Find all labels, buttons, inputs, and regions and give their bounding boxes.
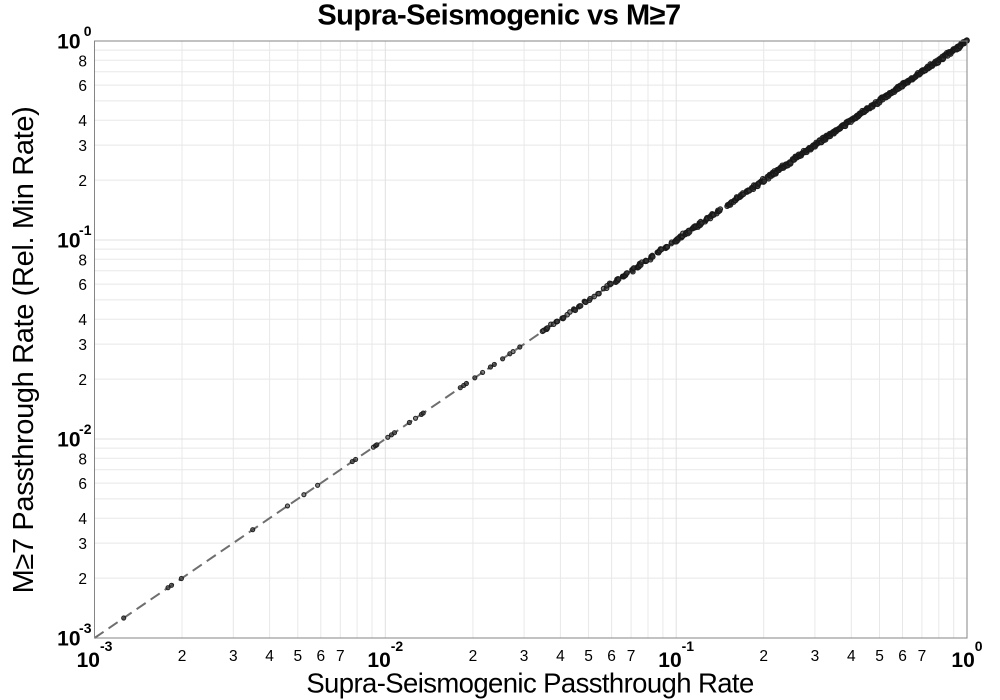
svg-text:3: 3 bbox=[78, 536, 87, 553]
svg-text:3: 3 bbox=[520, 648, 529, 665]
svg-text:4: 4 bbox=[265, 648, 274, 665]
svg-text:4: 4 bbox=[78, 312, 87, 329]
svg-text:2: 2 bbox=[78, 372, 87, 389]
svg-text:6: 6 bbox=[898, 648, 907, 665]
svg-text:5: 5 bbox=[293, 648, 302, 665]
svg-text:6: 6 bbox=[78, 476, 87, 493]
svg-text:6: 6 bbox=[607, 648, 616, 665]
svg-text:5: 5 bbox=[875, 648, 884, 665]
svg-text:Supra-Seismogenic Passthrough: Supra-Seismogenic Passthrough Rate bbox=[306, 668, 754, 699]
svg-text:7: 7 bbox=[627, 648, 636, 665]
svg-text:2: 2 bbox=[78, 571, 87, 588]
svg-text:4: 4 bbox=[847, 648, 856, 665]
svg-text:3: 3 bbox=[229, 648, 238, 665]
svg-text:M≥7 Passthrough Rate (Rel. Min: M≥7 Passthrough Rate (Rel. Min Rate) bbox=[8, 107, 40, 594]
svg-text:3: 3 bbox=[78, 337, 87, 354]
svg-text:8: 8 bbox=[78, 451, 87, 468]
svg-text:10: 10 bbox=[57, 230, 80, 253]
svg-text:2: 2 bbox=[78, 173, 87, 190]
svg-text:10: 10 bbox=[57, 31, 80, 54]
svg-text:8: 8 bbox=[78, 252, 87, 269]
svg-text:3: 3 bbox=[78, 138, 87, 155]
svg-text:10: 10 bbox=[57, 628, 80, 651]
svg-text:-3: -3 bbox=[79, 620, 92, 636]
svg-text:4: 4 bbox=[78, 113, 87, 130]
svg-text:4: 4 bbox=[556, 648, 565, 665]
svg-text:6: 6 bbox=[78, 78, 87, 95]
svg-text:-2: -2 bbox=[79, 421, 92, 437]
svg-text:6: 6 bbox=[316, 648, 325, 665]
svg-text:8: 8 bbox=[78, 53, 87, 70]
svg-text:-1: -1 bbox=[79, 222, 92, 238]
svg-text:3: 3 bbox=[811, 648, 820, 665]
svg-text:4: 4 bbox=[78, 511, 87, 528]
svg-text:2: 2 bbox=[759, 648, 768, 665]
svg-text:2: 2 bbox=[469, 648, 478, 665]
svg-text:2: 2 bbox=[178, 648, 187, 665]
svg-text:5: 5 bbox=[584, 648, 593, 665]
svg-text:6: 6 bbox=[78, 277, 87, 294]
svg-text:0: 0 bbox=[84, 23, 92, 39]
svg-text:7: 7 bbox=[336, 648, 345, 665]
svg-text:7: 7 bbox=[918, 648, 927, 665]
svg-text:10: 10 bbox=[57, 429, 80, 452]
svg-text:Supra-Seismogenic vs M≥7: Supra-Seismogenic vs M≥7 bbox=[317, 0, 680, 32]
